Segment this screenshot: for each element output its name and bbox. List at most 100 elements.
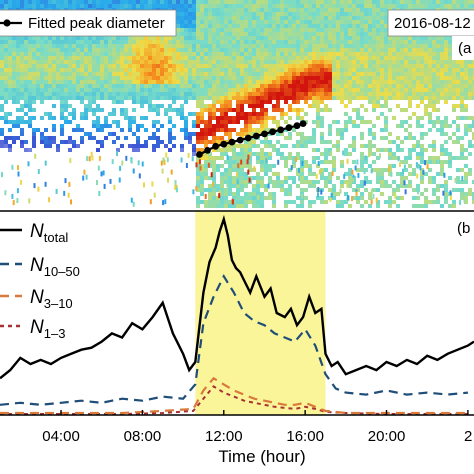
heatmap-cell [56,64,60,68]
heatmap-cell [16,76,20,80]
heatmap-cell [448,136,452,140]
heatmap-cell [408,84,412,88]
heatmap-cell [220,56,224,60]
heatmap-cell [264,56,268,60]
heatmap-cell [308,44,312,48]
heatmap-cell [308,60,312,64]
heatmap-cell [416,52,420,56]
heatmap-cell [308,0,312,4]
heatmap-cell [160,64,164,68]
heatmap-cell [208,4,212,8]
heatmap-cell [188,136,192,140]
heatmap-cell [304,0,308,4]
heatmap-cell [316,44,320,48]
heatmap-cell [472,76,474,80]
heatmap-cell [376,64,380,68]
heatmap-speckle-dot [363,180,366,186]
heatmap-cell [168,148,172,152]
heatmap-cell [316,16,320,20]
heatmap-cell [264,100,268,104]
x-tick-label: 2 [464,428,472,445]
heatmap-cell [368,20,372,24]
heatmap-cell [8,40,12,44]
heatmap-cell [148,56,152,60]
heatmap-cell [156,60,160,64]
heatmap-cell [68,76,72,80]
heatmap-cell [12,92,16,96]
heatmap-cell [308,84,312,88]
heatmap-cell [80,64,84,68]
heatmap-cell [304,4,308,8]
heatmap-cell [384,148,388,152]
heatmap-cell [244,36,248,40]
heatmap-cell [168,48,172,52]
heatmap-cell [392,200,396,204]
heatmap-cell [40,60,44,64]
heatmap-cell [68,56,72,60]
heatmap-speckle-dot [342,150,345,156]
heatmap-cell [404,84,408,88]
heatmap-cell [292,4,296,8]
heatmap-cell [288,4,292,8]
heatmap-cell [252,88,256,92]
heatmap-cell [100,76,104,80]
heatmap-cell [404,92,408,96]
heatmap-cell [300,16,304,20]
heatmap-cell [444,40,448,44]
heatmap-cell [464,148,468,152]
heatmap-cell [444,48,448,52]
heatmap-cell [112,64,116,68]
heatmap-speckle-dot [16,198,19,203]
heatmap-cell [312,128,316,132]
heatmap-cell [264,168,268,172]
heatmap-cell [164,72,168,76]
heatmap-cell [416,88,420,92]
heatmap-cell [124,88,128,92]
heatmap-cell [316,180,320,184]
series-line-10-50 [0,274,469,406]
heatmap-cell [268,32,272,36]
heatmap-speckle-dot [235,171,238,177]
heatmap-cell [376,40,380,44]
heatmap-cell [440,184,444,188]
heatmap-cell [392,156,396,160]
heatmap-cell [264,172,268,176]
heatmap-cell [288,184,292,188]
heatmap-cell [132,36,136,40]
heatmap-cell [284,20,288,24]
heatmap-cell [112,36,116,40]
heatmap-cell [212,48,216,52]
heatmap-cell [408,48,412,52]
heatmap-cell [432,88,436,92]
heatmap-cell [272,148,276,152]
heatmap-cell [356,72,360,76]
heatmap-cell [348,28,352,32]
heatmap-cell [120,76,124,80]
heatmap-cell [460,144,464,148]
heatmap-cell [448,84,452,88]
heatmap-cell [416,48,420,52]
heatmap-cell [192,96,196,100]
heatmap-cell [312,96,316,100]
heatmap-cell [288,76,292,80]
heatmap-cell [80,92,84,96]
heatmap-cell [180,76,184,80]
heatmap-cell [56,88,60,92]
heatmap-cell [76,60,80,64]
heatmap-cell [320,32,324,36]
heatmap-cell [348,84,352,88]
heatmap-cell [392,0,396,4]
heatmap-cell [212,148,216,152]
heatmap-cell [268,176,272,180]
heatmap-cell [288,72,292,76]
heatmap-cell [196,0,200,4]
heatmap-cell [412,48,416,52]
heatmap-cell [88,84,92,88]
heatmap-cell [420,56,424,60]
heatmap-cell [236,200,240,204]
heatmap-cell [424,108,428,112]
heatmap-cell [196,100,200,104]
heatmap-cell [280,80,284,84]
heatmap-cell [468,76,472,80]
date-label: 2016-08-12 [394,15,471,32]
